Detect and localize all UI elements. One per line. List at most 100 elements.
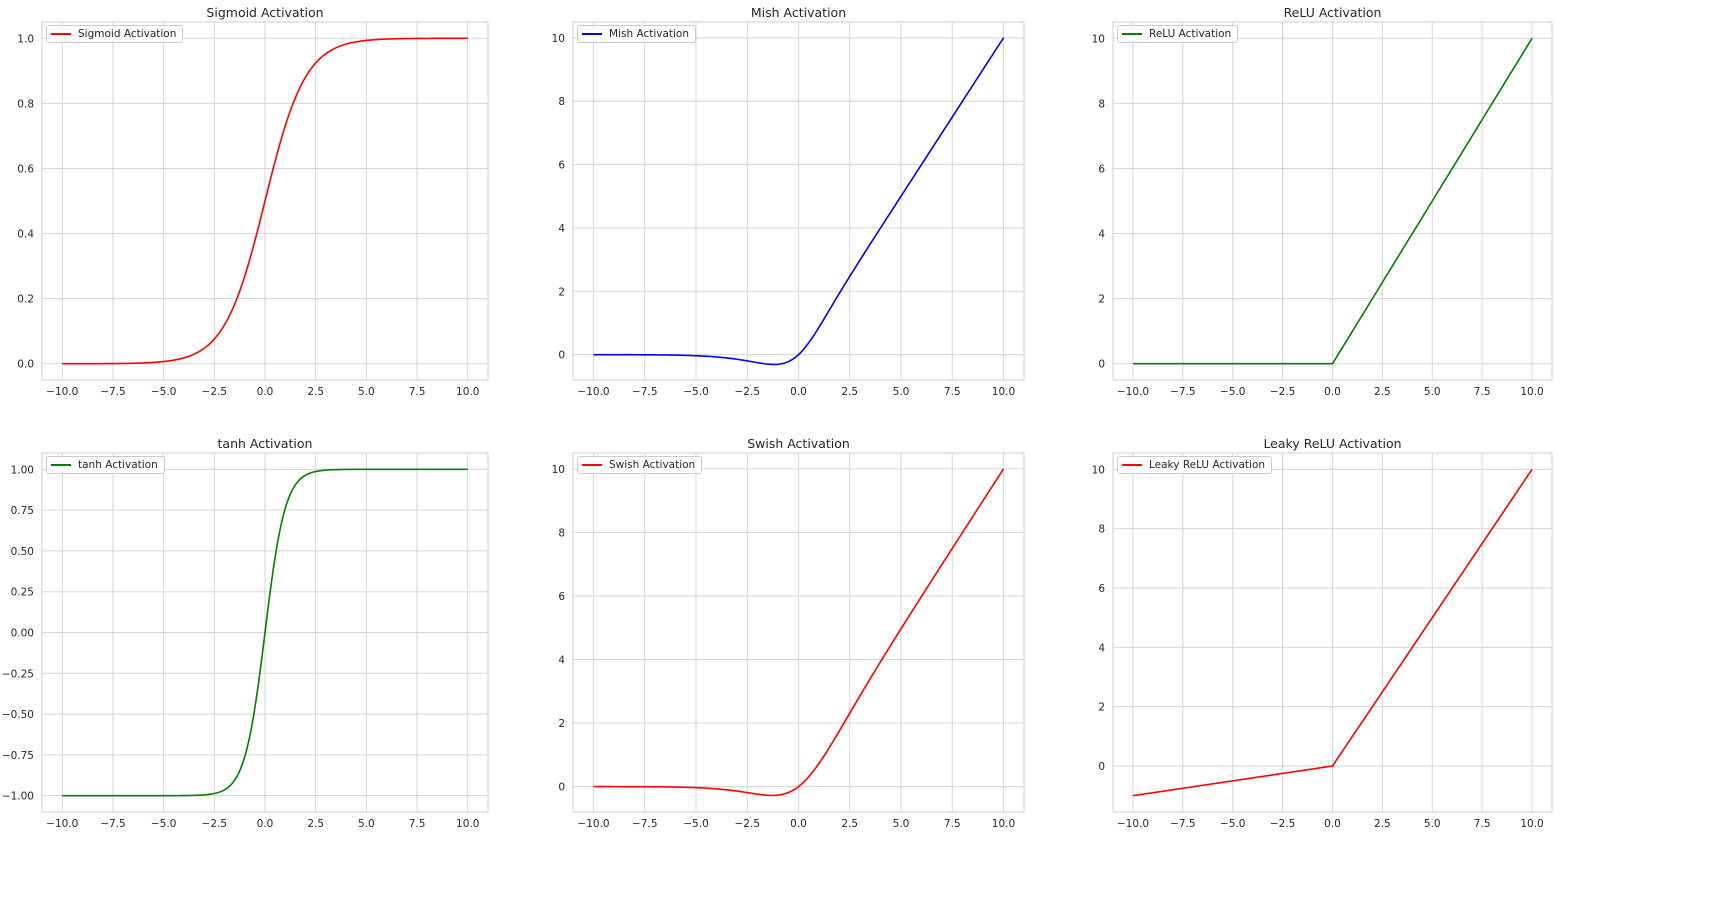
svg-text:−2.5: −2.5 — [1270, 818, 1296, 830]
svg-text:0.0: 0.0 — [257, 386, 274, 398]
svg-text:8: 8 — [558, 96, 565, 108]
legend-line-icon — [1122, 33, 1142, 35]
chart-legend: Sigmoid Activation — [46, 25, 184, 43]
legend-label: tanh Activation — [78, 459, 158, 471]
svg-text:5.0: 5.0 — [1424, 386, 1441, 398]
svg-text:2.5: 2.5 — [841, 386, 858, 398]
legend-line-icon — [1122, 464, 1142, 466]
svg-text:5.0: 5.0 — [358, 818, 375, 830]
svg-text:−2.5: −2.5 — [1270, 386, 1296, 398]
data-series-line — [593, 468, 1005, 797]
svg-text:10.0: 10.0 — [992, 386, 1015, 398]
svg-text:−10.0: −10.0 — [577, 818, 609, 830]
svg-text:−10.0: −10.0 — [577, 386, 609, 398]
plot-area: −10.0 −7.5 −5.0 −2.5 0.0 2.5 5.0 7.5 10.0 0 2 4 6 8 10 — [1092, 21, 1553, 398]
legend-line-icon — [51, 33, 71, 35]
plot-area: −10.0 −7.5 −5.0 −2.5 0.0 2.5 5.0 7.5 10.0 0.0 0.2 0… — [17, 21, 489, 398]
svg-text:0: 0 — [1098, 761, 1105, 773]
svg-text:0.75: 0.75 — [11, 505, 34, 517]
svg-text:7.5: 7.5 — [944, 386, 961, 398]
svg-text:5.0: 5.0 — [1424, 818, 1441, 830]
svg-text:10: 10 — [1092, 464, 1105, 476]
plot-area: −10.0 −7.5 −5.0 −2.5 0.0 2.5 5.0 7.5 10.0 −1.00 −0… — [2, 452, 489, 830]
svg-text:6: 6 — [558, 160, 565, 172]
chart-swish: −10.0 −7.5 −5.0 −2.5 0.0 2.5 5.0 7.5 10.0 0 2 4 6 8 10 — [552, 452, 1025, 830]
chart-tanh: −10.0 −7.5 −5.0 −2.5 0.0 2.5 5.0 7.5 10.0 −1.00 −0… — [2, 452, 489, 830]
svg-text:0.00: 0.00 — [11, 628, 34, 640]
svg-text:−0.75: −0.75 — [2, 750, 34, 762]
svg-text:0.50: 0.50 — [11, 546, 34, 558]
svg-text:0: 0 — [558, 350, 565, 362]
svg-text:8: 8 — [1098, 98, 1105, 110]
svg-text:0.0: 0.0 — [257, 818, 274, 830]
svg-text:−2.5: −2.5 — [735, 386, 761, 398]
chart-legend: Leaky ReLU Activation — [1117, 456, 1273, 474]
legend-line-icon — [582, 464, 602, 466]
svg-text:2: 2 — [558, 718, 565, 730]
chart-title: Sigmoid Activation — [206, 5, 324, 20]
svg-text:−1.00: −1.00 — [2, 791, 34, 803]
svg-text:0: 0 — [1098, 359, 1105, 371]
svg-text:−5.0: −5.0 — [151, 818, 177, 830]
legend-label: Mish Activation — [609, 28, 690, 40]
legend-label: Swish Activation — [609, 459, 696, 471]
legend-label: ReLU Activation — [1149, 28, 1232, 40]
chart-leaky-relu: −10.0 −7.5 −5.0 −2.5 0.0 2.5 5.0 7.5 10.0 0 2 4 6 8 10 — [1092, 452, 1553, 830]
svg-text:2.5: 2.5 — [841, 818, 858, 830]
svg-text:5.0: 5.0 — [358, 386, 375, 398]
legend-line-icon — [51, 464, 71, 466]
svg-text:10: 10 — [1092, 33, 1105, 45]
chart-relu: −10.0 −7.5 −5.0 −2.5 0.0 2.5 5.0 7.5 10.0 0 2 4 6 8 10 — [1092, 21, 1553, 398]
svg-text:−5.0: −5.0 — [151, 386, 177, 398]
plot-area: −10.0 −7.5 −5.0 −2.5 0.0 2.5 5.0 7.5 10.0 0 2 4 6 8 10 — [552, 452, 1025, 830]
svg-text:0.0: 0.0 — [790, 386, 807, 398]
svg-text:8: 8 — [558, 527, 565, 539]
chart-mish: −10.0 −7.5 −5.0 −2.5 0.0 2.5 5.0 7.5 10.0 0 2 4 6 8 10 — [552, 21, 1025, 398]
svg-text:−7.5: −7.5 — [1170, 818, 1196, 830]
svg-text:−0.50: −0.50 — [2, 709, 34, 721]
svg-text:−2.5: −2.5 — [202, 386, 228, 398]
chart-title: Leaky ReLU Activation — [1263, 436, 1402, 451]
data-series-line — [62, 37, 468, 365]
svg-text:−7.5: −7.5 — [100, 386, 126, 398]
svg-text:−5.0: −5.0 — [1220, 818, 1246, 830]
svg-text:7.5: 7.5 — [1474, 386, 1491, 398]
svg-text:10.0: 10.0 — [456, 386, 479, 398]
svg-text:−5.0: −5.0 — [683, 386, 709, 398]
data-series-line — [1132, 37, 1533, 365]
legend-label: Leaky ReLU Activation — [1149, 459, 1266, 471]
svg-text:4: 4 — [1098, 642, 1105, 654]
svg-text:0.0: 0.0 — [790, 818, 807, 830]
svg-text:−10.0: −10.0 — [46, 386, 78, 398]
svg-text:10.0: 10.0 — [456, 818, 479, 830]
chart-title: tanh Activation — [217, 436, 313, 451]
svg-text:10: 10 — [552, 464, 565, 476]
svg-text:2.5: 2.5 — [307, 818, 324, 830]
svg-text:5.0: 5.0 — [893, 386, 910, 398]
svg-text:−7.5: −7.5 — [632, 818, 658, 830]
svg-text:2.5: 2.5 — [1374, 386, 1391, 398]
svg-text:6: 6 — [1098, 163, 1105, 175]
svg-text:0.0: 0.0 — [1324, 818, 1341, 830]
svg-text:7.5: 7.5 — [409, 818, 426, 830]
svg-text:2.5: 2.5 — [1374, 818, 1391, 830]
svg-text:0.8: 0.8 — [17, 98, 34, 110]
chart-title: Swish Activation — [747, 436, 850, 451]
svg-text:0.2: 0.2 — [17, 294, 34, 306]
svg-text:2: 2 — [1098, 702, 1105, 714]
chart-legend: Mish Activation — [577, 25, 697, 43]
svg-text:10: 10 — [552, 33, 565, 45]
svg-text:−0.25: −0.25 — [2, 668, 34, 680]
data-series-line — [1132, 468, 1533, 797]
svg-text:1.0: 1.0 — [17, 33, 34, 45]
chart-legend: tanh Activation — [46, 456, 165, 474]
data-series-line — [62, 468, 468, 797]
svg-text:2: 2 — [1098, 294, 1105, 306]
svg-text:0.4: 0.4 — [17, 229, 34, 241]
chart-sigmoid: −10.0 −7.5 −5.0 −2.5 0.0 2.5 5.0 7.5 10.0 0.0 0.2 0… — [17, 21, 489, 398]
svg-text:0.0: 0.0 — [1324, 386, 1341, 398]
svg-text:4: 4 — [558, 223, 565, 235]
plot-area: −10.0 −7.5 −5.0 −2.5 0.0 2.5 5.0 7.5 10.0 0 2 4 6 8 10 — [552, 21, 1025, 398]
legend-line-icon — [582, 33, 602, 35]
svg-text:10.0: 10.0 — [1520, 386, 1543, 398]
